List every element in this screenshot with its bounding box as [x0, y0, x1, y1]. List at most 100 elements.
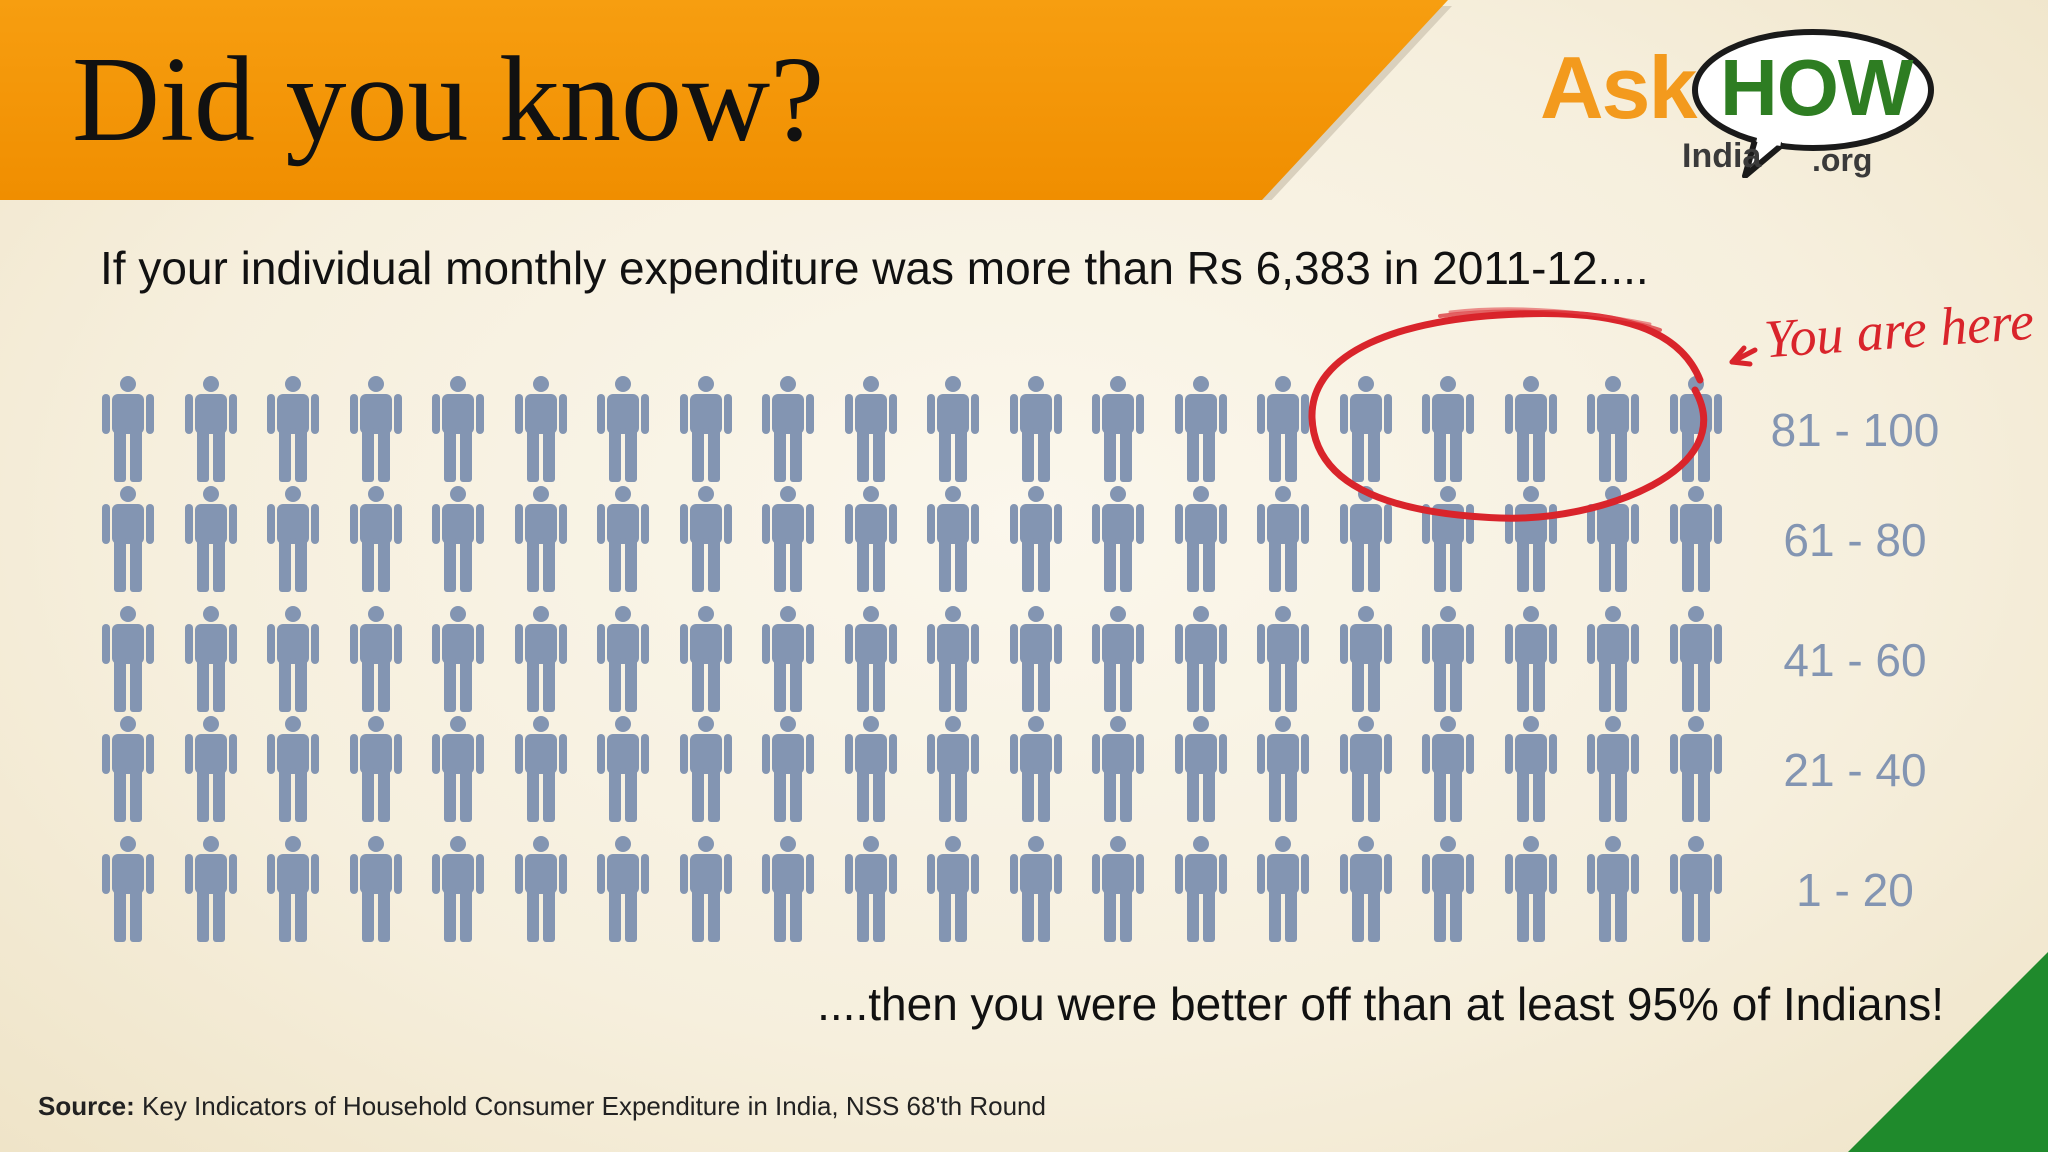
person-icon	[184, 716, 237, 822]
page-title: Did you know?	[72, 32, 825, 167]
person-icon	[1669, 606, 1722, 712]
person-icon	[1587, 716, 1639, 822]
person-icon	[1092, 836, 1144, 942]
person-icon	[1092, 486, 1144, 592]
person-icon	[1587, 606, 1639, 712]
person-icon	[1257, 376, 1309, 482]
conclusion-text: ....then you were better off than at lea…	[817, 978, 1944, 1030]
logo-ask-text: Ask	[1540, 38, 1697, 137]
person-icon	[1257, 836, 1309, 942]
person-icon	[1174, 716, 1227, 822]
person-icon	[349, 376, 402, 482]
person-icon	[1422, 376, 1474, 482]
person-icon	[762, 376, 814, 482]
person-icon	[597, 376, 649, 482]
person-icon	[679, 606, 732, 712]
row-label-61-80: 61 - 80	[1783, 514, 1927, 566]
person-icon	[267, 836, 319, 942]
person-icon	[679, 836, 732, 942]
person-icon	[349, 486, 402, 592]
person-icon	[597, 716, 649, 822]
person-icon	[1009, 606, 1062, 712]
person-icon	[514, 486, 567, 592]
person-icon	[679, 716, 732, 822]
person-icon	[102, 376, 154, 482]
person-icon	[1504, 606, 1557, 712]
person-icon	[597, 836, 649, 942]
speech-bubble-icon	[1692, 29, 1934, 178]
person-icon	[1092, 606, 1144, 712]
person-icon	[679, 486, 732, 592]
person-icon	[267, 376, 319, 482]
person-icon	[184, 606, 237, 712]
person-icon	[762, 606, 814, 712]
person-icon	[1669, 836, 1722, 942]
person-icon	[1422, 836, 1474, 942]
person-icon	[1174, 606, 1227, 712]
person-icon	[267, 716, 319, 822]
logo-how-text: HOW	[1720, 43, 1914, 132]
person-icon	[1422, 716, 1474, 822]
person-icon	[1339, 376, 1392, 482]
person-icon	[1174, 376, 1227, 482]
person-icon	[349, 716, 402, 822]
person-icon	[1669, 716, 1722, 822]
person-icon	[597, 606, 649, 712]
person-icon	[762, 486, 814, 592]
person-icon	[1587, 836, 1639, 942]
person-icon	[1587, 376, 1639, 482]
person-icon	[432, 486, 484, 592]
person-icon	[1257, 606, 1309, 712]
person-icon	[927, 606, 979, 712]
person-icon	[679, 376, 732, 482]
person-icon	[1504, 376, 1557, 482]
person-icon	[844, 716, 897, 822]
headline-text: If your individual monthly expenditure w…	[100, 242, 1649, 294]
person-icon	[514, 716, 567, 822]
person-icon	[1257, 716, 1309, 822]
green-corner-accent	[1848, 952, 2048, 1152]
person-icon	[762, 836, 814, 942]
row-label-21-40: 21 - 40	[1783, 744, 1927, 796]
title-banner	[0, 0, 1452, 200]
person-icon	[844, 836, 897, 942]
row-label-41-60: 41 - 60	[1783, 634, 1927, 686]
person-icon	[1339, 606, 1392, 712]
logo-india-text: India	[1682, 137, 1762, 175]
source-citation: Source: Key Indicators of Household Cons…	[38, 1090, 1046, 1122]
person-icon	[432, 376, 484, 482]
person-icon	[1174, 486, 1227, 592]
person-icon	[432, 606, 484, 712]
person-icon	[1669, 486, 1722, 592]
person-icon	[1009, 376, 1062, 482]
row-label-1-20: 1 - 20	[1796, 864, 1914, 916]
person-icon	[1587, 486, 1639, 592]
person-icon	[1504, 836, 1557, 942]
person-icon	[432, 836, 484, 942]
source-label: Source:	[38, 1091, 135, 1121]
person-icon	[1339, 836, 1392, 942]
person-icon	[844, 606, 897, 712]
person-icon	[267, 486, 319, 592]
person-icon	[1009, 716, 1062, 822]
person-icon	[514, 606, 567, 712]
person-icon	[844, 486, 897, 592]
person-icon	[927, 836, 979, 942]
logo-org-text: .org	[1812, 142, 1873, 178]
person-icon	[184, 486, 237, 592]
person-icon	[1339, 716, 1392, 822]
person-icon	[1174, 836, 1227, 942]
person-icon	[1092, 376, 1144, 482]
person-icon	[927, 376, 979, 482]
person-icon	[102, 606, 154, 712]
row-label-81-100: 81 - 100	[1770, 404, 1940, 456]
person-icon	[762, 716, 814, 822]
person-icon	[1092, 716, 1144, 822]
person-icon	[597, 486, 649, 592]
person-icon	[184, 836, 237, 942]
person-icon	[1257, 486, 1309, 592]
person-icon	[514, 836, 567, 942]
person-icon	[1009, 836, 1062, 942]
person-icon	[267, 606, 319, 712]
